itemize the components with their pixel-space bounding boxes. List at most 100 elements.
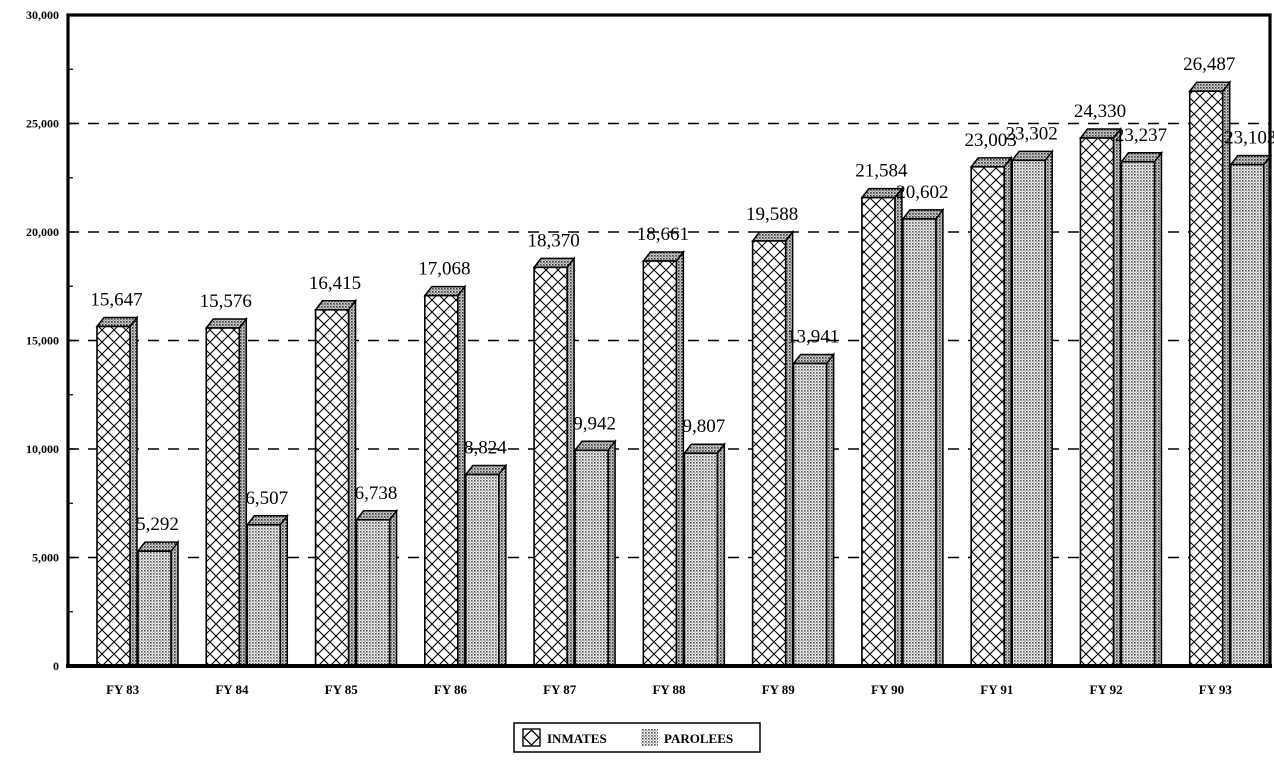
bar-front xyxy=(205,327,241,667)
bar-side xyxy=(1003,155,1012,667)
bar-front xyxy=(137,550,172,667)
legend-swatch-parolees xyxy=(641,729,658,746)
data-label-parolees: 8,824 xyxy=(464,438,507,459)
bar-inmates xyxy=(1078,126,1122,667)
bar-top xyxy=(1229,154,1273,166)
legend-label-inmates: INMATES xyxy=(547,731,607,746)
y-tick-label: 10,000 xyxy=(26,442,59,456)
legend-swatch-box xyxy=(522,728,541,747)
x-tick-label: FY 93 xyxy=(1199,682,1233,697)
y-tick-label: 5,000 xyxy=(32,551,59,565)
bar-front xyxy=(970,166,1005,667)
x-tick-label: FY 89 xyxy=(762,682,796,697)
x-tick-label: FY 83 xyxy=(106,682,140,697)
bar-inmates xyxy=(532,256,576,667)
bar-side xyxy=(935,207,944,667)
bar-front xyxy=(1188,90,1224,667)
bar-front xyxy=(1011,159,1046,667)
bar-side xyxy=(1221,80,1231,667)
bar-side xyxy=(1153,150,1163,667)
x-tick-label: FY 85 xyxy=(325,682,359,697)
data-label-inmates: 18,661 xyxy=(637,224,689,245)
bar-side xyxy=(498,463,507,667)
bar-top xyxy=(1188,81,1232,92)
x-tick-label: FY 84 xyxy=(215,682,249,697)
bar-inmates xyxy=(860,186,904,667)
bar-side xyxy=(566,256,575,667)
bar-inmates xyxy=(641,249,685,667)
data-label-parolees: 23,237 xyxy=(1115,125,1167,146)
legend-label-parolees: PAROLEES xyxy=(664,731,733,746)
bar-parolees xyxy=(355,508,399,667)
bar-front xyxy=(861,196,896,667)
data-label-inmates: 15,647 xyxy=(90,289,142,310)
bar-top xyxy=(204,318,248,329)
bar-side xyxy=(170,539,179,667)
bar-front xyxy=(533,266,568,667)
bar-top xyxy=(641,251,685,262)
bar-front xyxy=(642,260,678,667)
data-label-parolees: 23,302 xyxy=(1006,123,1058,144)
bar-side xyxy=(1112,126,1122,667)
y-tick-label: 0 xyxy=(53,659,59,673)
data-label-inmates: 23,003 xyxy=(965,130,1017,151)
data-label-parolees: 6,507 xyxy=(245,488,288,509)
bar-inmates xyxy=(423,284,467,667)
bar-front xyxy=(424,294,459,667)
x-tick-label: FY 90 xyxy=(871,682,904,697)
bar-front xyxy=(314,308,350,667)
legend-box xyxy=(513,722,761,753)
data-label-parolees: 20,602 xyxy=(896,182,948,203)
bar-parolees xyxy=(573,439,617,667)
data-label-parolees: 9,807 xyxy=(682,416,725,437)
bar-inmates xyxy=(969,155,1013,667)
bar-top xyxy=(969,157,1013,168)
bar-front xyxy=(465,473,500,667)
bar-top xyxy=(1119,152,1163,163)
x-tick-label: FY 91 xyxy=(980,682,1013,697)
data-label-inmates: 26,487 xyxy=(1183,54,1235,75)
bar-parolees xyxy=(1119,150,1163,667)
x-tick-label: FY 87 xyxy=(543,682,577,697)
bar-side xyxy=(457,284,466,667)
bar-parolees xyxy=(1010,149,1054,667)
bar-top xyxy=(136,541,180,552)
bar-top xyxy=(901,209,945,220)
bar-parolees xyxy=(464,463,508,667)
bar-front xyxy=(355,518,391,667)
bar-front xyxy=(792,362,828,667)
bar-inmates xyxy=(751,229,795,667)
bar-inmates xyxy=(204,316,248,667)
bar-front xyxy=(1229,163,1265,667)
bar-top xyxy=(1010,150,1054,162)
bar-front xyxy=(751,240,787,667)
bar-side xyxy=(279,513,289,667)
bar-front xyxy=(902,218,937,667)
bar-front xyxy=(683,452,719,667)
legend-swatch-diamond xyxy=(523,729,540,746)
bar-parolees xyxy=(682,442,726,667)
bar-top xyxy=(751,231,795,242)
bar-side xyxy=(675,249,685,667)
data-label-parolees: 23,103 xyxy=(1224,128,1274,149)
bar-top xyxy=(423,285,467,297)
bar-top xyxy=(792,353,836,365)
bar-side xyxy=(716,442,726,667)
bar-front xyxy=(96,325,131,667)
bar-top xyxy=(573,440,617,452)
bar-side xyxy=(1044,149,1053,667)
data-label-inmates: 18,370 xyxy=(527,230,579,251)
bar-top xyxy=(682,443,726,454)
bar-side xyxy=(129,315,138,667)
bar-parolees xyxy=(1229,153,1273,667)
bar-side xyxy=(607,439,616,667)
data-label-inmates: 19,588 xyxy=(746,204,798,225)
bar-side xyxy=(894,186,903,667)
legend-swatch-inmates xyxy=(522,728,541,747)
bar-side xyxy=(825,352,835,667)
bar-front xyxy=(246,523,282,667)
bar-top xyxy=(464,464,508,476)
x-tick-label: FY 88 xyxy=(652,682,686,697)
